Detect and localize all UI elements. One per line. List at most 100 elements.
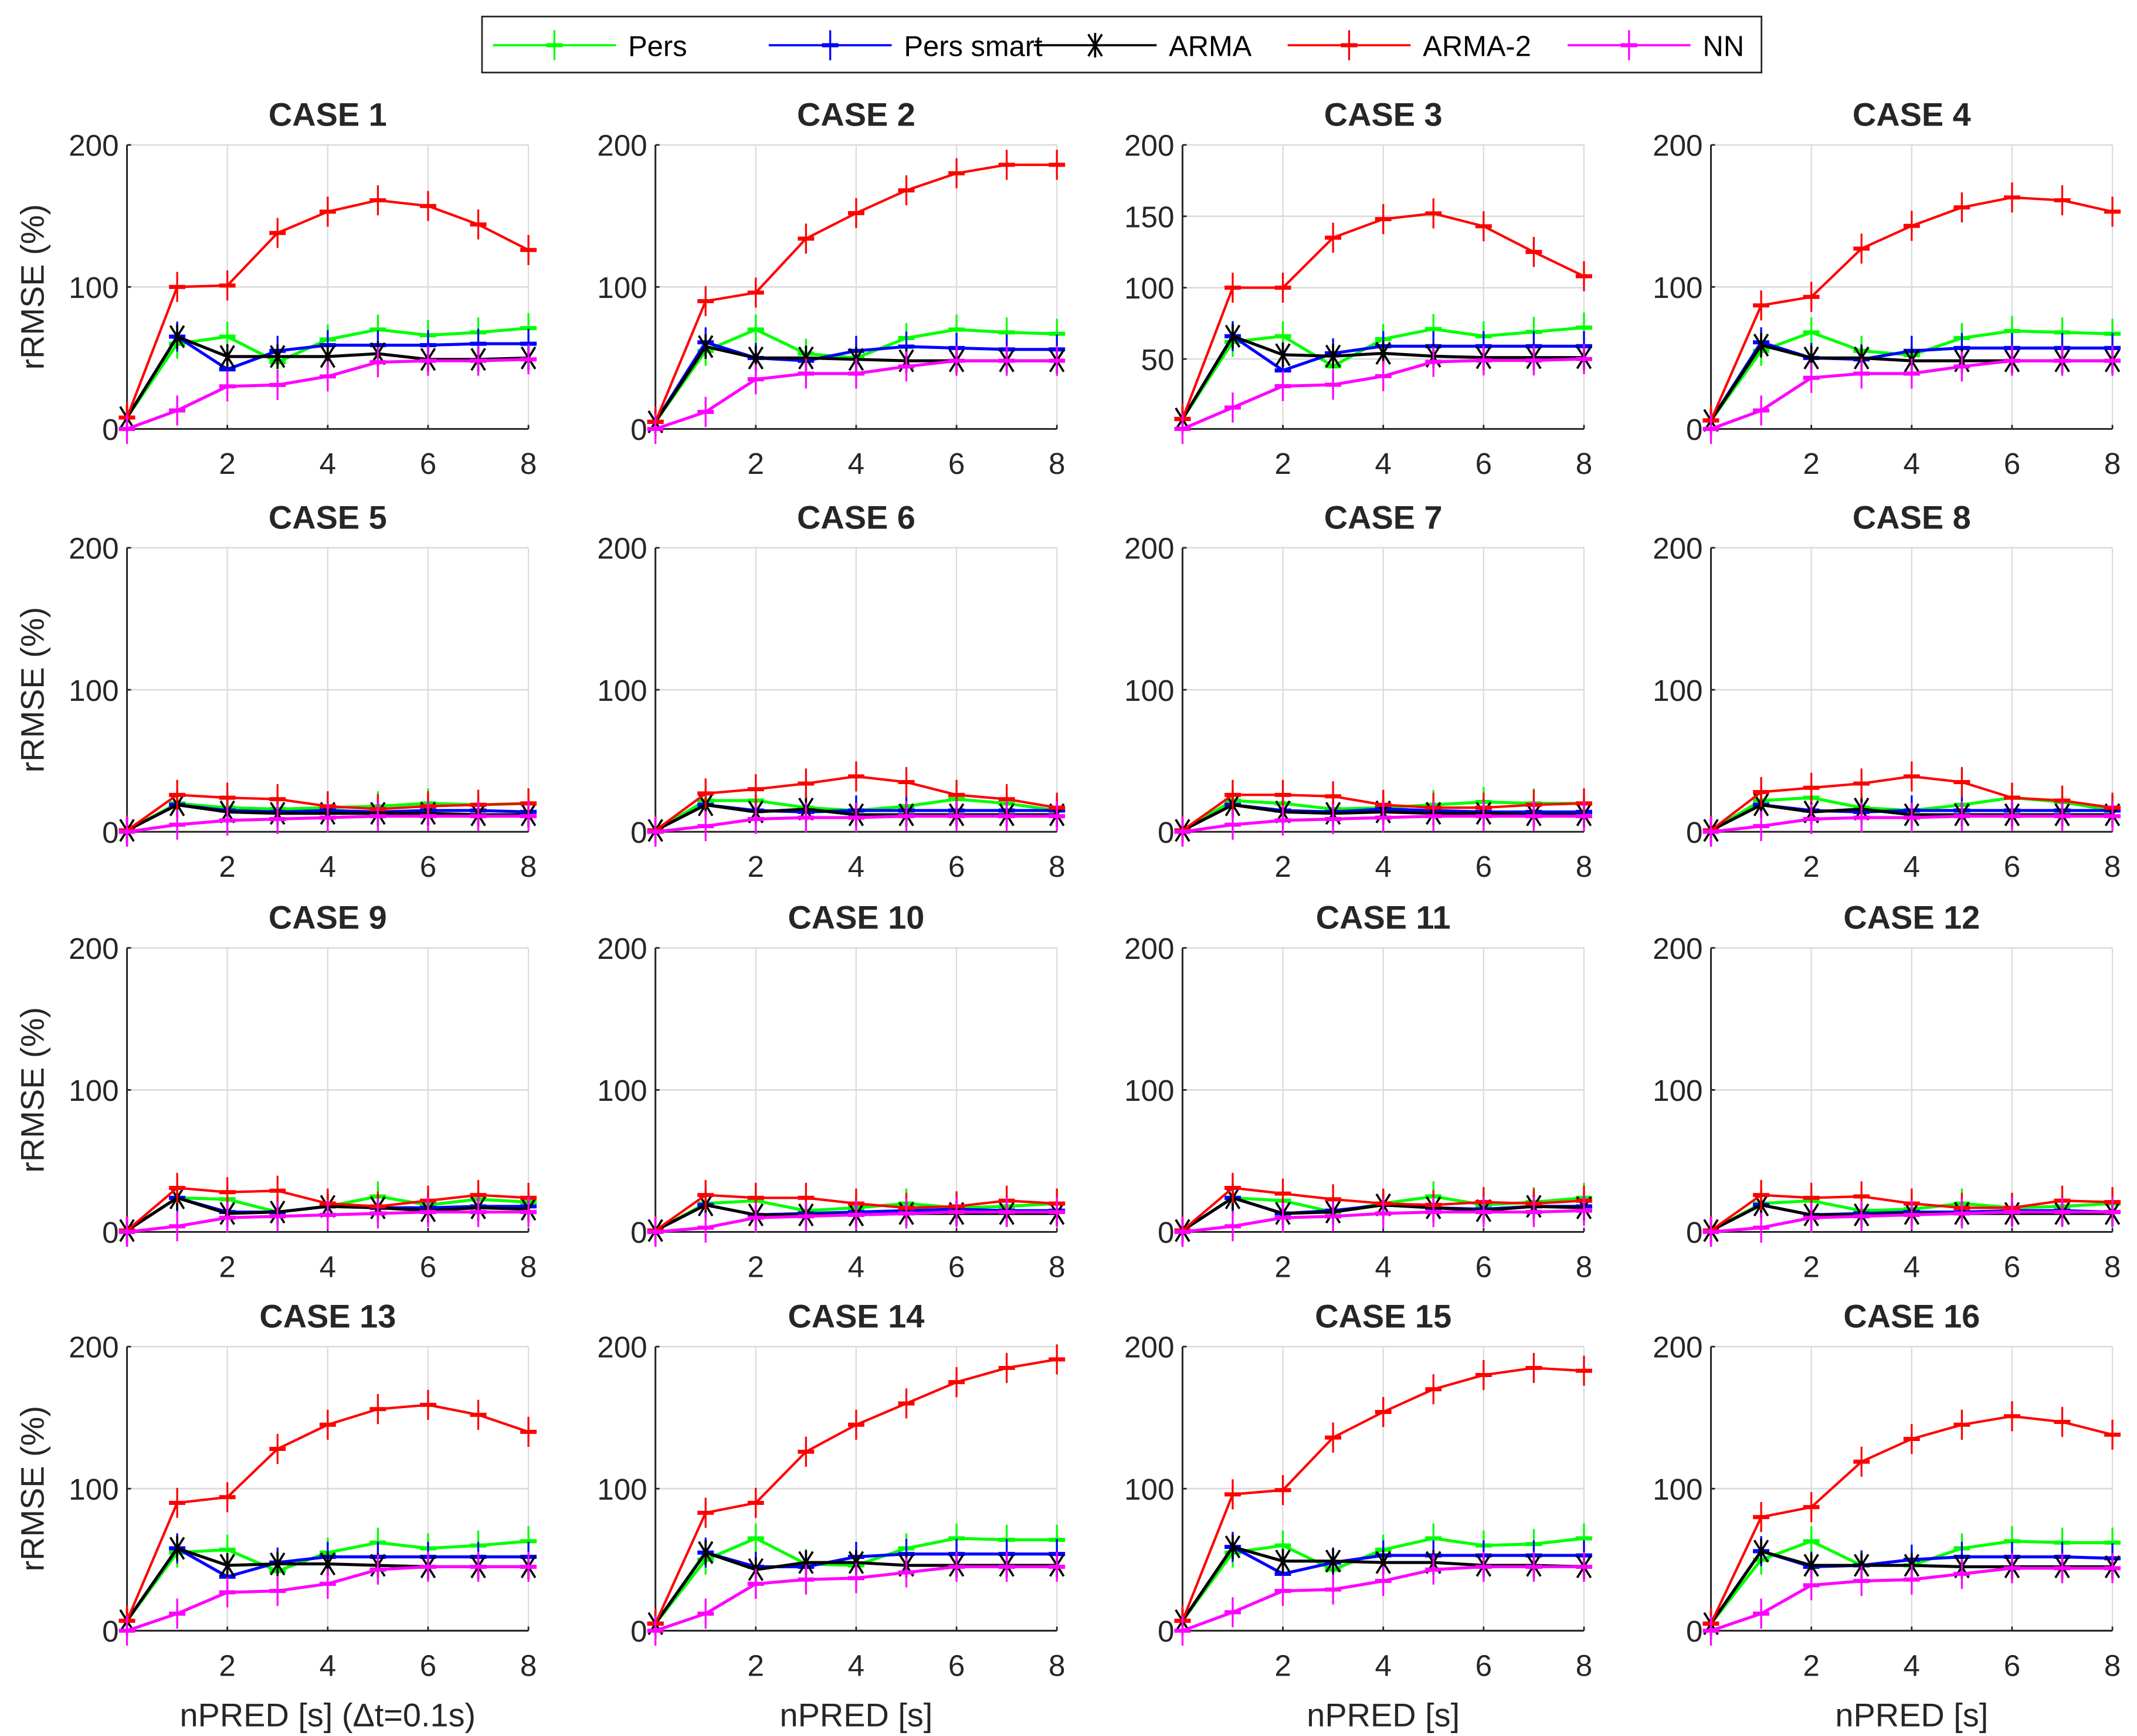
data-point [847,1409,864,1440]
subplot-case-10: 2 4 6 8 0 100 200 CASE 10 [597,899,1065,1284]
x-tick-label: 8 [1049,1649,1066,1682]
data-point [798,802,815,833]
data-point [647,1615,664,1646]
y-tick-label: 200 [1653,932,1702,965]
subplot-case-16: 2 4 6 8 0 100 200 CASE 16 nPRED [s] [1653,1298,2121,1734]
data-point [219,1553,235,1578]
data-point [1174,1216,1191,1247]
data-point [1903,761,1920,792]
data-point [1753,1538,1769,1564]
data-point [1702,1615,1719,1646]
data-point [369,801,386,832]
data-point [419,345,436,376]
x-tick-label: 2 [219,1649,236,1682]
data-point [697,778,714,809]
data-point [1325,222,1342,253]
data-point [1224,392,1241,423]
marker-stroke [270,1552,286,1576]
y-tick-label: 100 [1653,674,1702,707]
y-tick-label: 0 [630,1216,647,1249]
data-point [1753,1502,1770,1532]
x-tick-label: 6 [420,1649,437,1682]
data-point [747,314,764,345]
y-tick-label: 0 [1158,816,1175,849]
x-tick-label: 6 [2004,447,2021,480]
x-tick-label: 2 [219,850,236,883]
data-point [369,1198,386,1229]
data-point [1325,1422,1342,1453]
y-tick-label: 200 [597,129,647,162]
legend-entry-pers: Pers [493,30,687,63]
data-point [1224,1211,1241,1242]
data-point [1803,1202,1820,1233]
data-point [1803,803,1820,835]
data-point [1953,351,1970,382]
data-point [2054,345,2071,376]
data-point [319,1409,336,1440]
y-tick-label: 100 [1124,1074,1174,1107]
data-point [1803,282,1820,312]
x-tick-label: 4 [848,850,865,883]
data-point [369,185,386,216]
data-point [118,1216,135,1247]
legend-entry-pers-smart: Pers smart [768,30,1043,63]
x-tick-label: 8 [1049,447,1066,480]
data-point [1803,1526,1820,1557]
subplot-title: CASE 12 [1843,899,1980,936]
x-tick-label: 8 [2104,850,2121,883]
data-point [1753,1179,1770,1211]
data-point [1903,802,1920,833]
legend-marker [1341,30,1358,60]
data-point [1475,1197,1492,1228]
data-point [1224,1479,1241,1510]
data-point [1325,369,1342,400]
data-point [270,344,286,369]
x-tick-label: 4 [320,850,337,883]
data-point [1853,358,1870,389]
data-point [1375,361,1392,391]
x-tick-label: 4 [848,1250,865,1283]
x-tick-label: 2 [1274,447,1291,480]
x-tick-label: 2 [1274,850,1291,883]
series-arma-2 [118,1389,537,1636]
data-point [1325,344,1341,369]
data-point [1425,801,1442,832]
subplot-title: CASE 14 [788,1298,924,1335]
data-point [697,811,714,842]
data-point [1853,1566,1870,1596]
data-point [1803,317,1820,348]
series-nn [647,801,1066,847]
data-point [798,1201,815,1232]
data-point [369,1554,386,1585]
data-point [1425,1197,1442,1228]
data-point [369,1394,386,1425]
data-point [1274,805,1291,836]
series-arma-2 [1174,1352,1592,1636]
marker-stroke [1854,346,1870,369]
data-point [470,1399,487,1430]
y-tick-label: 0 [1158,1216,1175,1249]
data-point [2003,1553,2020,1584]
y-tick-label: 150 [1124,200,1174,233]
data-point [747,1487,764,1518]
subplot-title: CASE 13 [259,1298,396,1335]
marker-stroke [1224,1535,1241,1559]
data-point [1325,1574,1342,1605]
data-point [1274,1202,1291,1233]
data-point [1753,1212,1770,1243]
series-nn [1174,344,1592,445]
y-tick-label: 0 [102,1615,119,1648]
legend-entry-arma: ARMA [1033,31,1252,63]
data-point [1275,342,1291,367]
data-point [1475,345,1492,376]
data-point [169,1598,186,1629]
y-tick-label: 200 [597,932,647,965]
series-nn [118,344,537,445]
marker-stroke [697,1541,714,1564]
subplot-case-2: 2 4 6 8 0 100 200 CASE 2 [597,96,1065,480]
y-axis-label: rRMSE (%) [14,607,51,772]
data-point [1224,324,1241,349]
series-arma-2 [647,1344,1066,1639]
data-point [1525,237,1542,267]
data-point [2003,1401,2020,1432]
